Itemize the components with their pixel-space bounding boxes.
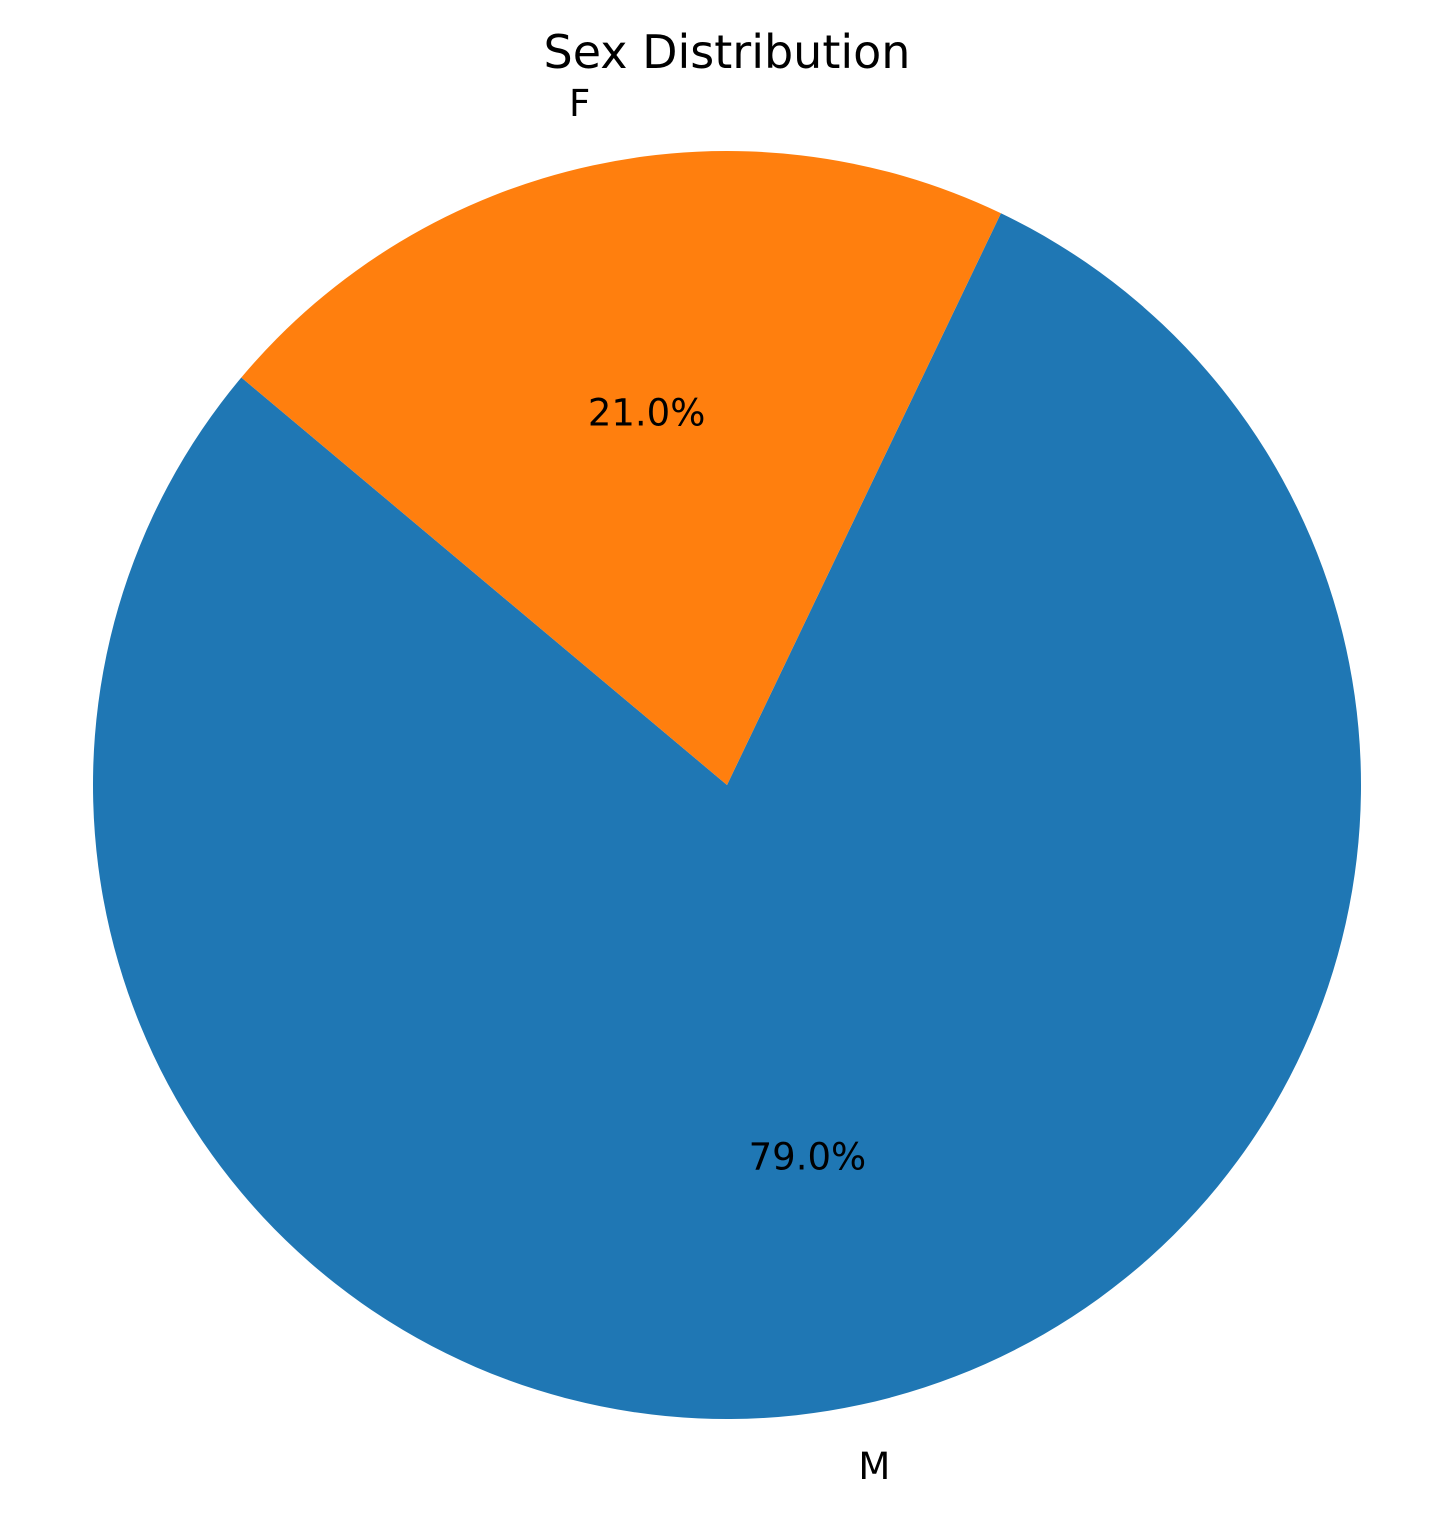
pct-label-m: 79.0% — [749, 1135, 867, 1178]
pie-slice-m — [93, 213, 1361, 1420]
chart-title: Sex Distribution — [544, 25, 911, 79]
pie-slices — [93, 151, 1361, 1420]
slice-label-m: M — [858, 1445, 890, 1488]
pct-label-f: 21.0% — [588, 392, 706, 435]
pie-labels: M 79.0% F 21.0% — [569, 82, 890, 1488]
pie-slice-f — [241, 151, 1001, 785]
slice-label-f: F — [569, 82, 590, 125]
